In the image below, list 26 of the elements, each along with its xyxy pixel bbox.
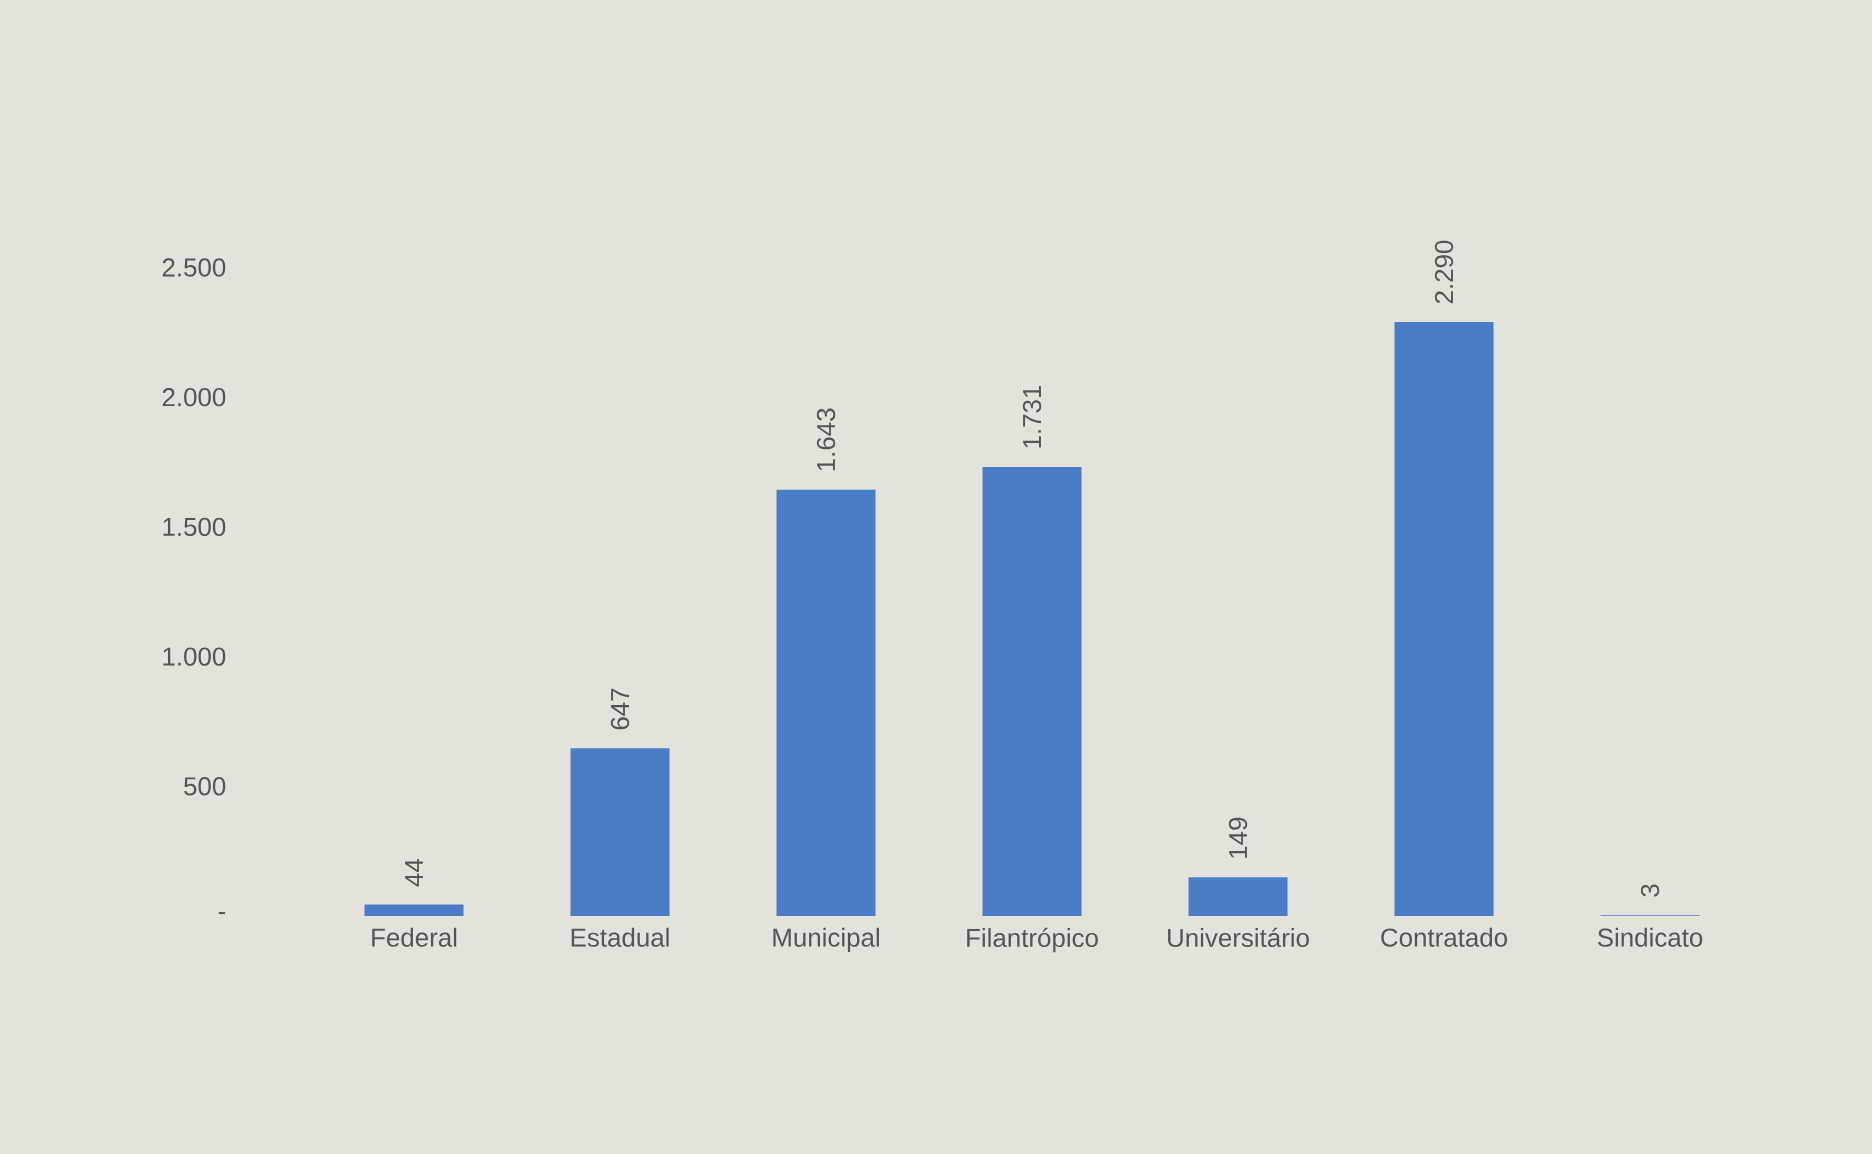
x-tick-label: Contratado (1381, 927, 1507, 947)
bar (570, 748, 670, 916)
data-label: 149 (1228, 817, 1248, 858)
x-tick-label: Sindicato (1597, 927, 1703, 947)
x-tick-label: Filantrópico (967, 927, 1098, 953)
y-tick-label: 2.000 (162, 388, 226, 407)
bar (1188, 877, 1288, 916)
x-tick-label: Federal (372, 927, 457, 947)
x-tick-label: Estadual (571, 927, 669, 947)
data-label: 2.290 (1434, 240, 1454, 304)
bar (1394, 321, 1494, 916)
y-tick-label: 1.500 (163, 517, 226, 537)
data-label: 1.643 (816, 408, 836, 471)
bar (776, 489, 876, 916)
y-tick-label: - (218, 912, 226, 915)
data-label: 1.731 (1022, 385, 1042, 448)
y-tick-label: 2.500 (162, 258, 226, 277)
data-label: 44 (405, 859, 423, 887)
data-label: 3 (1640, 884, 1660, 897)
x-tick-label: Universitário (1168, 927, 1309, 948)
bar (364, 904, 464, 916)
bar (982, 466, 1082, 916)
y-tick-label: 1.000 (163, 647, 226, 666)
y-tick-label: 500 (184, 777, 226, 796)
x-tick-label: Municipal (773, 927, 879, 952)
data-label: 647 (610, 688, 630, 730)
